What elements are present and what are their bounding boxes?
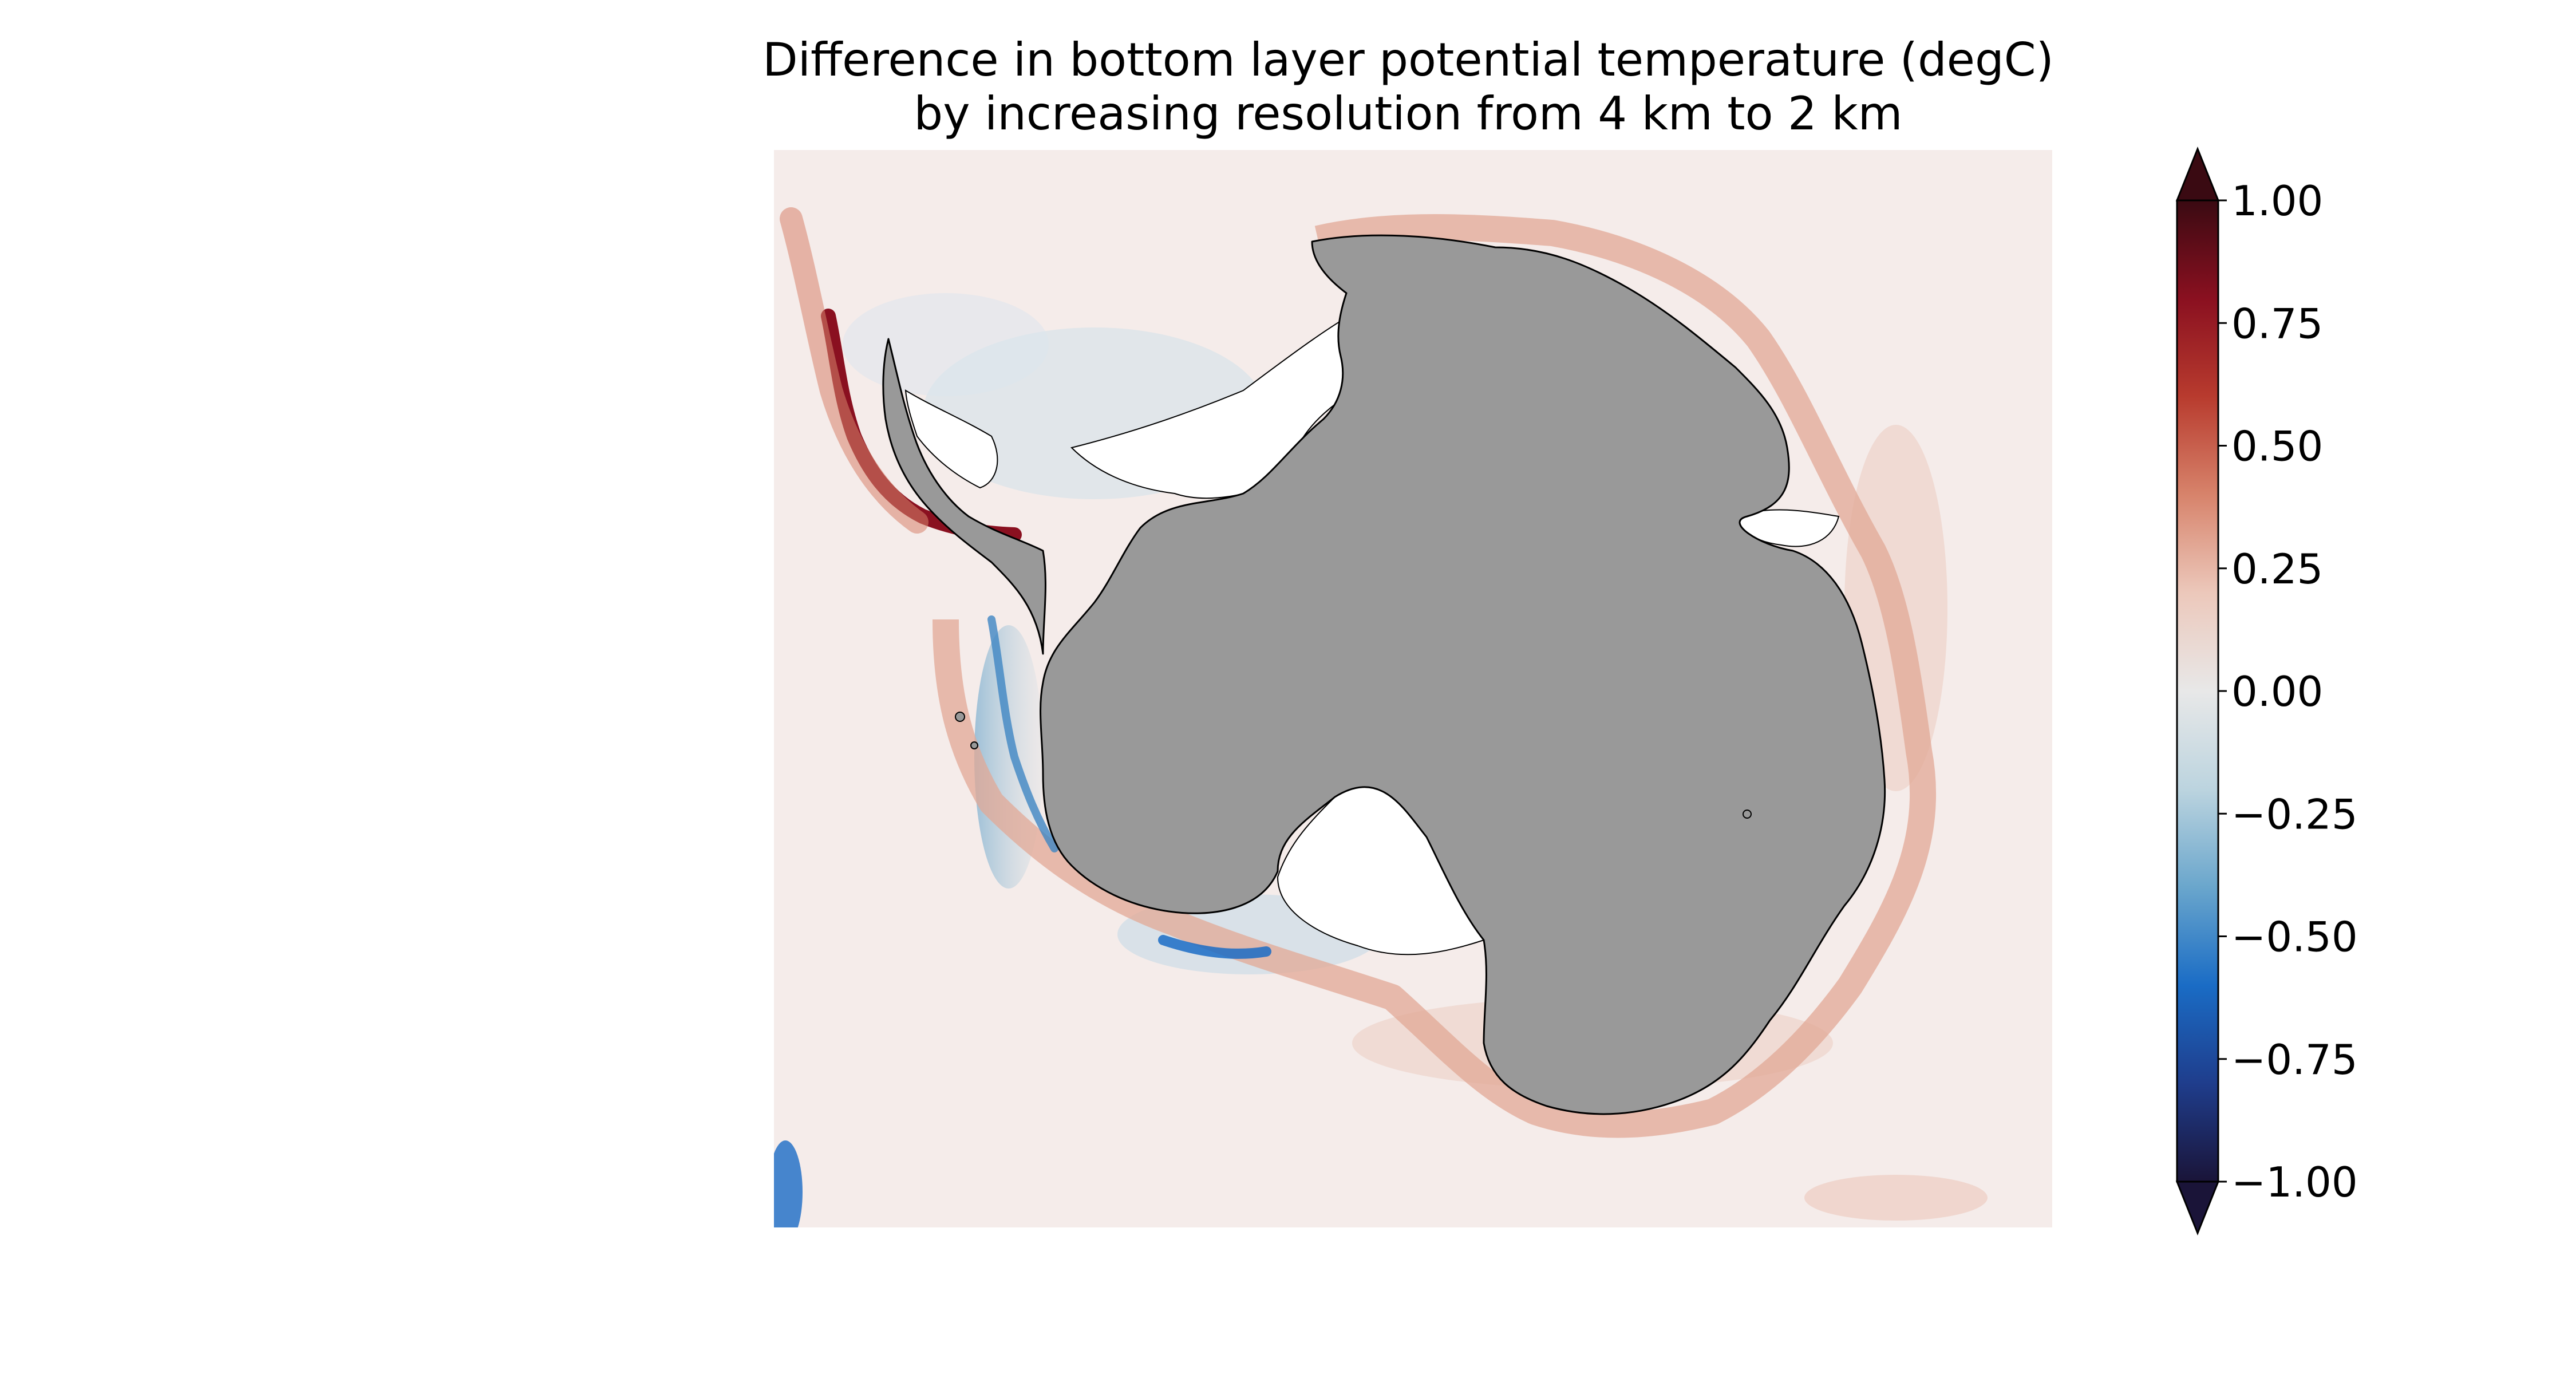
colorbar-body [2176, 199, 2219, 1183]
colorbar-extend-min-arrow [2175, 1180, 2220, 1236]
colorbar-tick-label: −0.75 [2231, 1036, 2358, 1084]
shelf-warm-ring [933, 214, 1936, 1138]
colorbar-tick-label: 1.00 [2231, 177, 2323, 225]
colorbar-tick-label: −0.50 [2231, 913, 2358, 961]
colorbar-extend-max-arrow [2175, 146, 2220, 202]
antarctic-continent [1040, 234, 1886, 1115]
corner-cool-patch [774, 1140, 803, 1227]
colorbar-tick-label: 0.25 [2231, 545, 2323, 593]
title-line-2: by increasing resolution from 4 km to 2 … [914, 87, 1903, 140]
colorbar-tick-label: −0.25 [2231, 790, 2358, 838]
antarctic-peninsula [882, 338, 1046, 655]
bellingshausen-cold-anomaly [987, 615, 1058, 852]
island [970, 741, 978, 749]
colorbar-tick-label: 0.75 [2231, 299, 2323, 348]
peninsula-ice-shelf [904, 389, 998, 489]
island [955, 712, 965, 722]
colorbar: 1.00 0.75 0.50 0.25 0.00 −0.25 −0.50 −0.75 −1.00 [2175, 146, 2358, 1236]
corner-warm-patch [1804, 1175, 1988, 1221]
weddell-cold-anomaly [1158, 935, 1271, 959]
colorbar-tick-label: −1.00 [2231, 1158, 2358, 1206]
colorbar-ticks: 1.00 0.75 0.50 0.25 0.00 −0.25 −0.50 −0.75 −1.00 [2218, 177, 2358, 1206]
figure-title: Difference in bottom layer potential tem… [664, 33, 2152, 141]
colorbar-tick-label: 0.50 [2231, 423, 2323, 471]
title-line-1: Difference in bottom layer potential tem… [762, 33, 2054, 86]
colorbar-tick-label: 0.00 [2231, 668, 2323, 716]
antarctica-map [774, 150, 2052, 1227]
peninsula-warm-anomaly-outer [780, 207, 929, 534]
ross-sea-cool-patch-2 [843, 293, 1049, 396]
island [1743, 810, 1752, 819]
